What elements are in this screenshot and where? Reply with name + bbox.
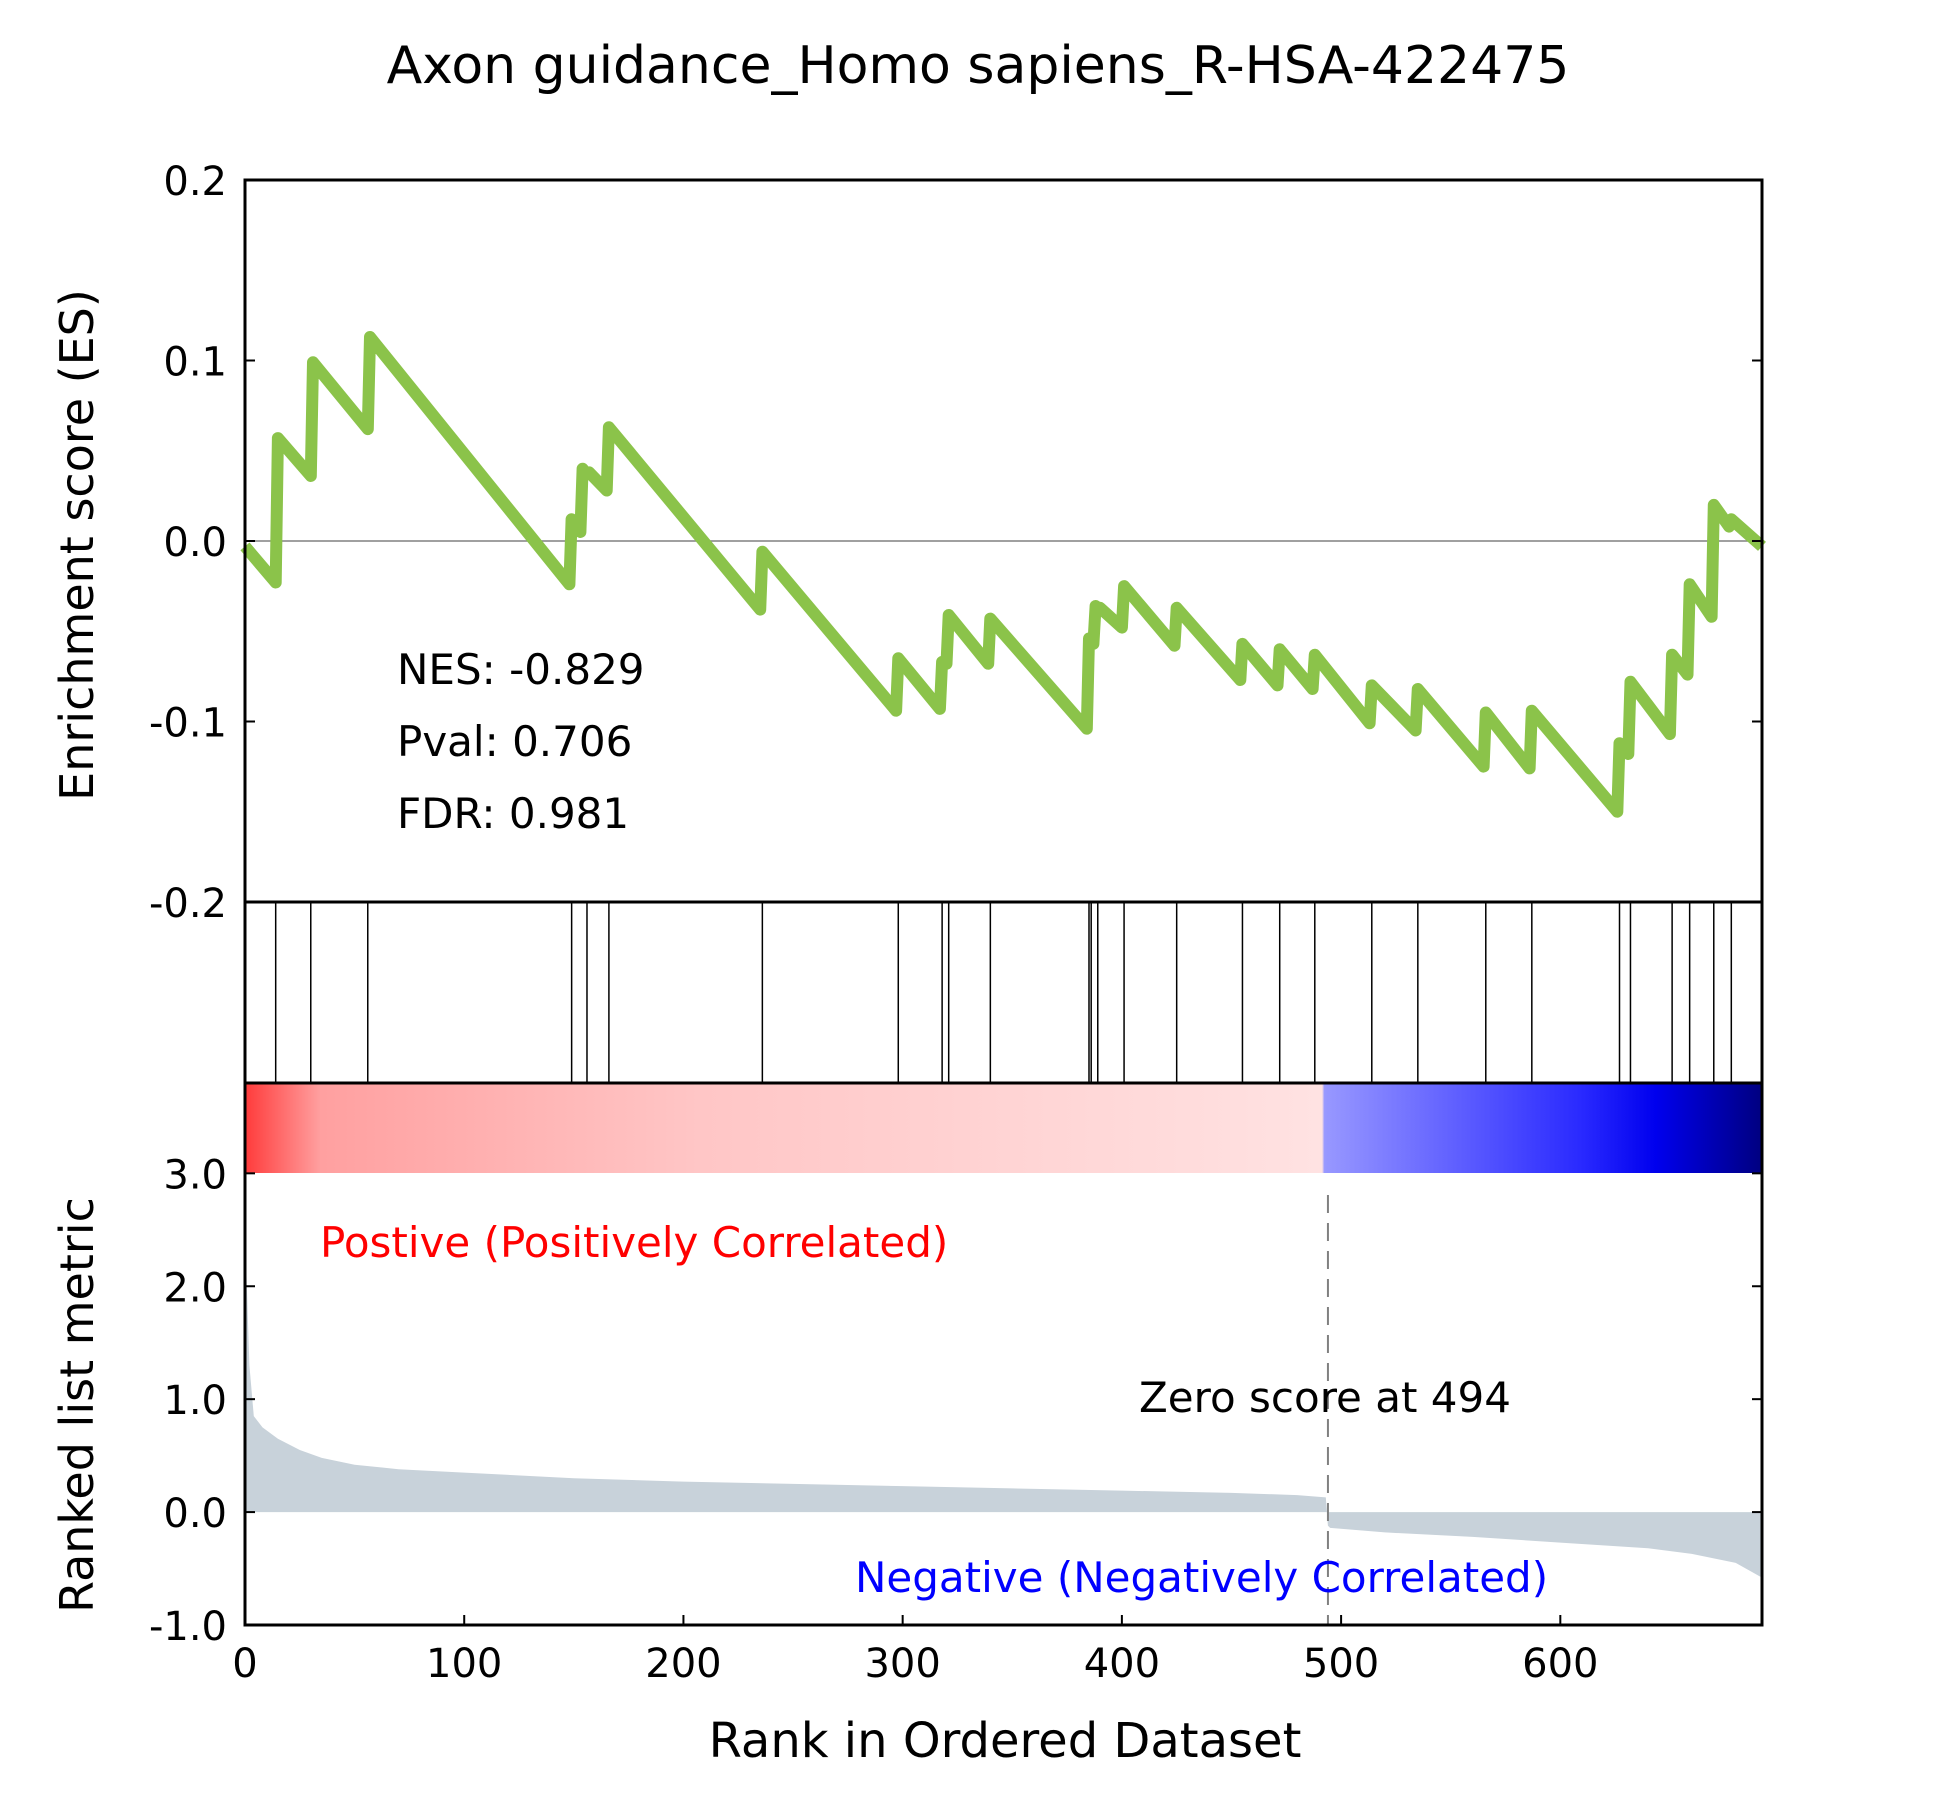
nes-stat: NES: -0.829: [397, 645, 645, 694]
x-tick-label: 100: [426, 1641, 502, 1687]
rank-ytick-label: 3.0: [163, 1152, 227, 1198]
ranked-metric-area: [245, 1229, 1762, 1578]
es-ytick-label: -0.2: [149, 881, 227, 927]
rank-ytick-label: 0.0: [163, 1491, 227, 1537]
rank-ytick-label: -1.0: [149, 1604, 227, 1650]
x-tick-label: 500: [1303, 1641, 1379, 1687]
es-ytick-label: -0.1: [149, 701, 227, 747]
gene-hits-panel: [243, 900, 1764, 1085]
x-axis-label: Rank in Ordered Dataset: [709, 1713, 1302, 1769]
es-ytick-label: 0.2: [163, 159, 227, 205]
x-tick-label: 600: [1522, 1641, 1598, 1687]
rank-y-axis-label: Ranked list metric: [50, 1197, 104, 1613]
rank-frame: [243, 1081, 1764, 1627]
positive-label: Postive (Positively Correlated): [320, 1218, 948, 1267]
hits-frame: [243, 900, 1764, 1085]
zero-score-label: Zero score at 494: [1139, 1373, 1511, 1422]
x-tick-label: 0: [232, 1641, 257, 1687]
ranked-metric-panel: 3.0 2.0 1.0 0.0 -1.00 100 200 300 400 500 600: [149, 1081, 1764, 1687]
es-y-axis-label: Enrichment score (ES): [50, 289, 104, 801]
pval-stat: Pval: 0.706: [397, 717, 632, 766]
es-ytick-label: 0.0: [163, 520, 227, 566]
x-tick-label: 200: [645, 1641, 721, 1687]
x-tick-label: 300: [864, 1641, 940, 1687]
negative-label: Negative (Negatively Correlated): [855, 1553, 1548, 1602]
rank-ytick-label: 1.0: [163, 1378, 227, 1424]
rank-color-bar: [245, 1083, 1762, 1173]
rank-ytick-label: 2.0: [163, 1265, 227, 1311]
chart-title: Axon guidance_Homo sapiens_R-HSA-422475: [387, 36, 1570, 96]
enrichment-score-panel: 0.2 0.1 0.0 -0.1 -0.2: [149, 159, 1766, 927]
es-curve: [240, 331, 1766, 818]
es-ytick-label: 0.1: [163, 340, 227, 386]
fdr-stat: FDR: 0.981: [397, 789, 629, 838]
x-tick-label: 400: [1084, 1641, 1160, 1687]
